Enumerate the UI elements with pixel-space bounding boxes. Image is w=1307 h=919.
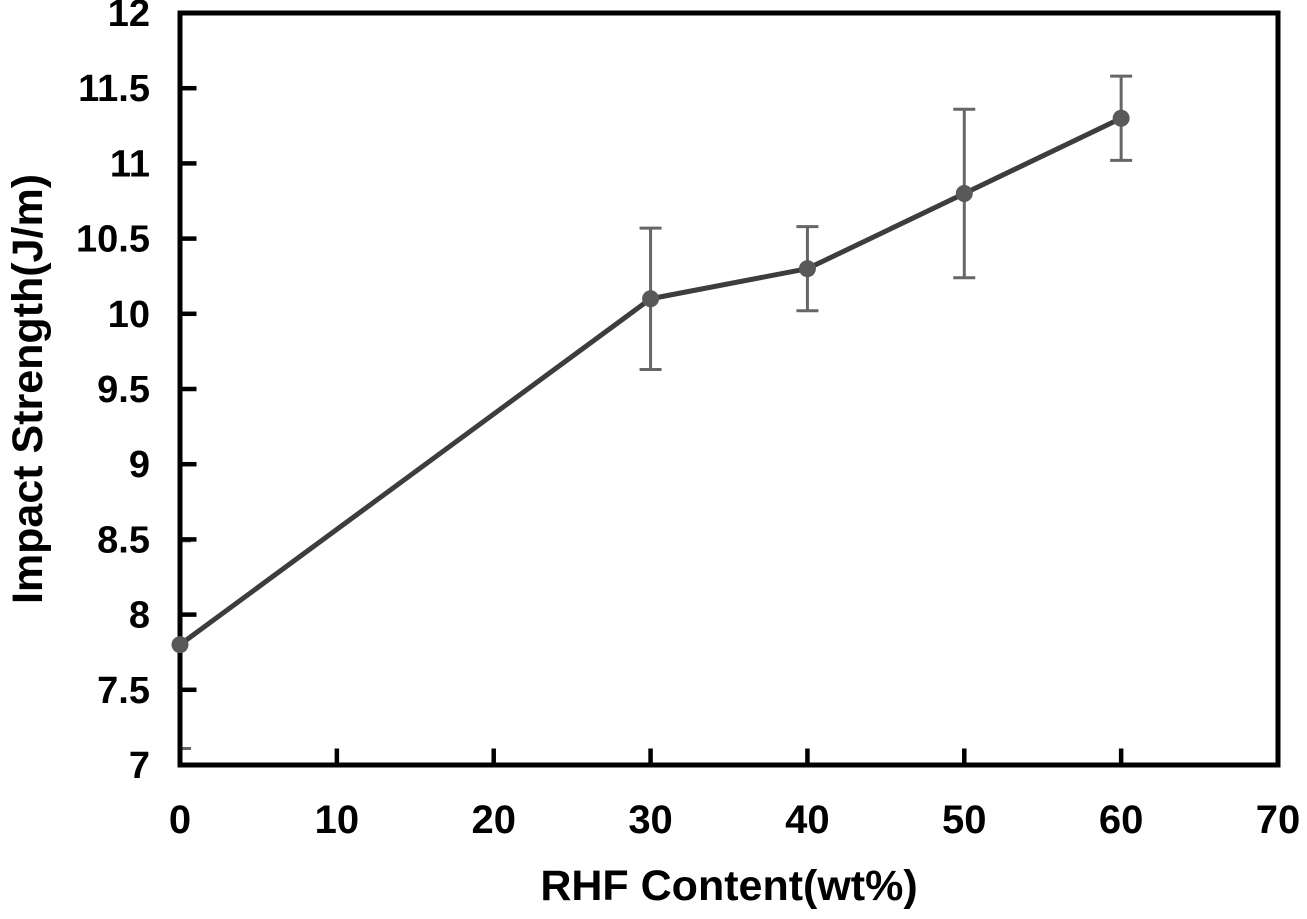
y-axis-title: Impact Strength(J/m) [4, 173, 52, 605]
data-point-marker [642, 290, 660, 308]
y-tick-label: 8.5 [97, 519, 150, 561]
y-tick-label: 11.5 [78, 68, 150, 110]
series-line [178, 116, 1123, 647]
x-tick-label: 30 [628, 798, 673, 842]
y-tick-label: 7.5 [97, 670, 150, 712]
plot-border [177, 10, 1281, 768]
y-tick-label: 9 [129, 444, 150, 486]
x-tick-label: 60 [1099, 798, 1144, 842]
y-tick-label: 10 [108, 294, 150, 336]
y-tick-label: 11 [110, 143, 150, 185]
y-tick-label: 9.5 [97, 369, 150, 411]
x-tick-label: 20 [471, 798, 516, 842]
x-tick-label: 40 [785, 798, 830, 842]
data-point-marker [955, 184, 973, 202]
y-tick-label: 10.5 [76, 219, 150, 261]
y-tick-label: 8 [129, 595, 150, 637]
y-tick-label: 12 [108, 0, 150, 35]
x-tick-label: 10 [315, 798, 360, 842]
data-point-marker [798, 260, 816, 278]
x-tick-label: 50 [942, 798, 987, 842]
y-tick-label: 7 [129, 745, 150, 787]
data-point-marker [1112, 109, 1130, 127]
data-point-marker [171, 636, 189, 654]
x-axis-title: RHF Content(wt%) [540, 862, 918, 910]
x-tick-label: 0 [169, 798, 191, 842]
x-tick-label: 70 [1256, 798, 1301, 842]
